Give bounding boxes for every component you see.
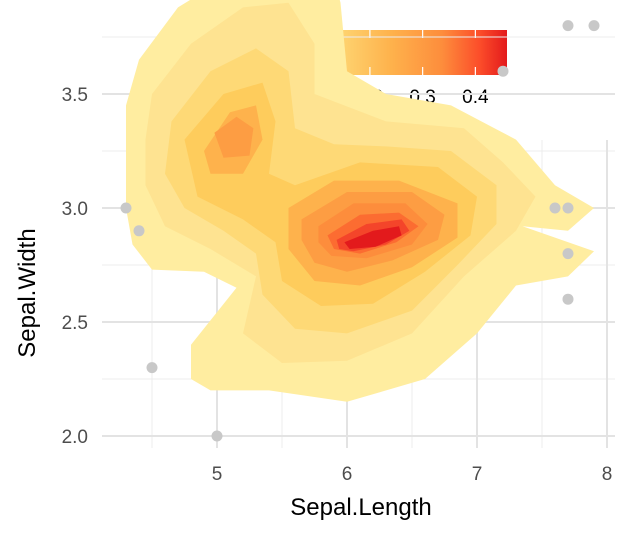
plot-panel [102,0,615,448]
x-axis-title: Sepal.Length [290,494,431,521]
data-point-9 [549,202,561,214]
y-tick-label-1: 2.5 [62,313,88,334]
x-tick-label-3: 8 [602,464,613,485]
x-tick-label-0: 5 [212,464,223,485]
y-axis-title: Sepal.Width [14,228,41,357]
data-point-3 [211,430,223,442]
density-bands [126,0,594,402]
y-tick-label-3: 3.5 [62,85,88,106]
data-point-0 [120,202,132,214]
data-point-8 [588,20,600,32]
density-band-6 [214,116,254,158]
y-tick-label-0: 2.0 [62,427,88,448]
legend-tick-label-3: 0.4 [462,87,489,108]
data-point-2 [146,362,158,374]
y-tick-label-2: 3.0 [62,199,88,220]
data-points [120,20,600,442]
density-band-11 [344,226,402,249]
data-point-11 [562,248,574,260]
data-point-7 [562,20,574,32]
data-point-6 [497,65,509,77]
x-tick-label-2: 7 [472,464,483,485]
x-tick-label-1: 6 [342,464,353,485]
x-axis: 5 6 7 8 [212,464,613,485]
data-point-1 [133,225,145,237]
data-point-10 [562,202,574,214]
y-axis: 2.02.53.03.54.04.5 [62,85,88,448]
data-point-12 [562,293,574,305]
